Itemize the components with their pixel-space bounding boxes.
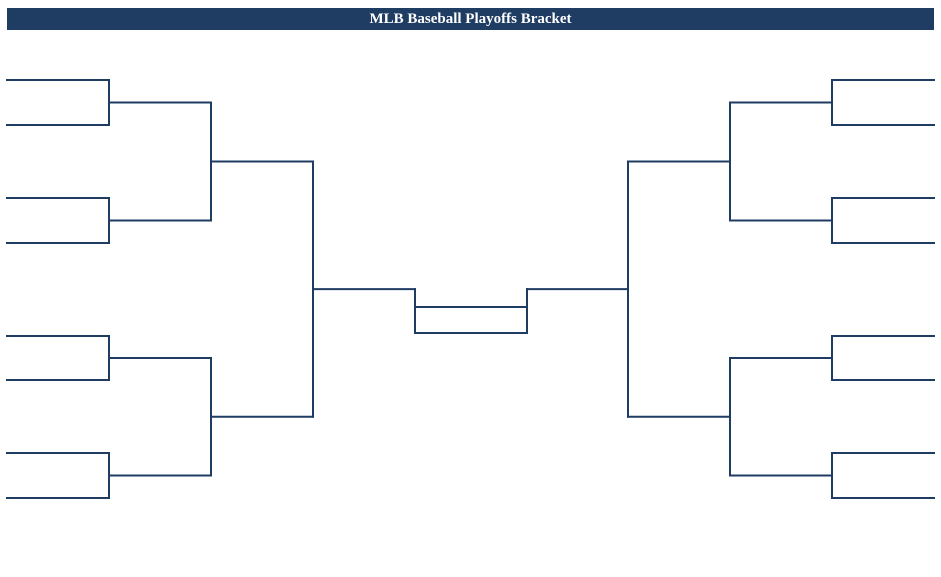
bracket-diagram: [0, 0, 941, 577]
